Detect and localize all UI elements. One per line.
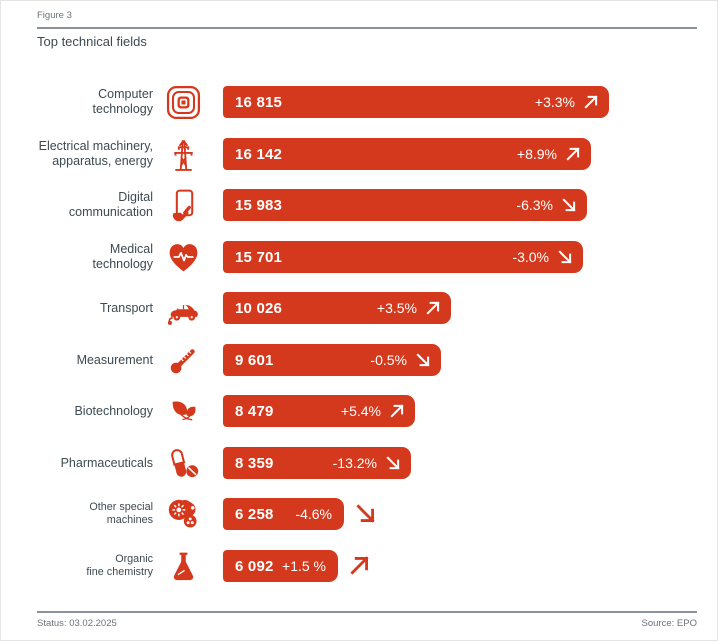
category-label-line: technology [92,257,153,271]
value-bar: 8 479 +5.4% [223,395,415,427]
machine-gears-icon [160,498,206,530]
heart-pulse-icon [160,241,206,273]
category-label-line: Measurement [76,352,153,367]
value-bar: 8 359 -13.2% [223,447,411,479]
trend-up-icon [582,93,600,111]
category-label: Medical technology [25,241,153,273]
flask-icon [160,550,206,582]
trend-up-icon [347,553,372,578]
chart-row: Other special machines 6 258 -4.6% [1,498,717,530]
smartphone-hand-icon [160,189,206,221]
category-label: Digital communication [25,189,153,221]
category-label: Pharmaceuticals [25,447,153,479]
chip-icon [160,85,206,119]
page-title: Top technical fields [37,34,147,49]
category-label-line: Other special [89,501,153,514]
trend-up-icon [564,145,582,163]
chart-row: Medical technology 15 701 -3.0% [1,241,717,273]
change-percent: +3.5% [376,300,417,316]
change-percent: -3.0% [512,249,549,265]
trend-down-icon [560,196,578,214]
footer-divider [37,611,697,613]
bar-value: 8 359 [235,454,274,472]
bar-value: 9 601 [235,351,274,369]
value-bar: 16 815 +3.3% [223,86,609,118]
value-bar: 6 258 -4.6% [223,498,344,530]
chart-row: Measurement 9 601 -0.5% [1,344,717,376]
trend-up-icon [388,402,406,420]
figure-caption: Figure 3 [37,10,72,21]
chart-row: Computer technology 16 815 +3.3% [1,85,717,119]
bar-value: 8 479 [235,402,274,420]
category-label-line: Biotechnology [74,403,153,418]
change-percent: +3.3% [534,94,575,110]
trend-down-icon [414,351,432,369]
value-bar: 15 701 -3.0% [223,241,583,273]
chart-row: Biotechnology 8 479 +5.4% [1,395,717,427]
category-label: Organic fine chemistry [25,550,153,582]
change-percent: +5.4% [340,403,381,419]
bar-value: 15 983 [235,196,283,214]
header-divider [37,27,697,29]
change-percent: +8.9% [516,146,557,162]
category-label-line: Electrical machinery, [38,139,153,154]
value-bar: 9 601 -0.5% [223,344,441,376]
chart-row: Electrical machinery, apparatus, energy 16… [1,138,717,171]
change-percent: +1.5 % [282,558,326,574]
category-label-line: apparatus, energy [52,154,153,168]
chart-row: Transport 10 026 +3.5% [1,292,717,325]
category-label-line: fine chemistry [86,566,153,578]
category-label-line: technology [92,102,153,116]
bar-value: 10 026 [235,299,283,317]
category-label: Measurement [25,344,153,376]
category-label-line: Pharmaceuticals [60,455,153,470]
bar-value: 15 701 [235,248,283,266]
category-label-line: Medical [109,242,153,257]
change-percent: -13.2% [332,455,377,471]
chart-row: Pharmaceuticals 8 359 -13.2% [1,447,717,479]
category-label-line: Transport [99,300,153,315]
change-percent: -0.5% [370,352,407,368]
category-label-line: machines [106,514,153,526]
bar-value: 6 258 [235,505,274,523]
category-label: Other special machines [25,498,153,530]
bar-value: 16 815 [235,93,283,111]
chart-row: Organic fine chemistry 6 092 +1.5 % [1,550,717,582]
bar-value: 16 142 [235,145,283,163]
leaves-icon [160,395,206,427]
change-percent: -4.6% [295,506,332,522]
status-text: Status: 03.02.2025 [37,618,117,629]
trend-up-icon [424,299,442,317]
category-label: Electrical machinery, apparatus, energy [25,138,153,170]
category-label-line: Organic [115,553,153,566]
category-label-line: Digital [118,190,153,205]
category-label-line: communication [68,205,153,219]
chart-row: Digital communication 15 983 -6.3% [1,189,717,221]
value-bar: 6 092 +1.5 % [223,550,338,582]
category-label: Biotechnology [25,395,153,427]
value-bar: 10 026 +3.5% [223,292,451,324]
trend-down-icon [353,501,378,526]
source-text: Source: EPO [641,618,697,629]
pills-icon [160,447,206,479]
category-label-line: Computer [98,87,153,102]
category-label: Computer technology [25,86,153,118]
trend-down-icon [384,454,402,472]
category-label: Transport [25,292,153,324]
bar-value: 6 092 [235,557,274,575]
value-bar: 15 983 -6.3% [223,189,587,221]
car-icon [160,292,206,325]
trend-down-icon [556,248,574,266]
pylon-icon [160,138,206,171]
thermometer-icon [160,344,206,376]
change-percent: -6.3% [516,197,553,213]
value-bar: 16 142 +8.9% [223,138,591,170]
